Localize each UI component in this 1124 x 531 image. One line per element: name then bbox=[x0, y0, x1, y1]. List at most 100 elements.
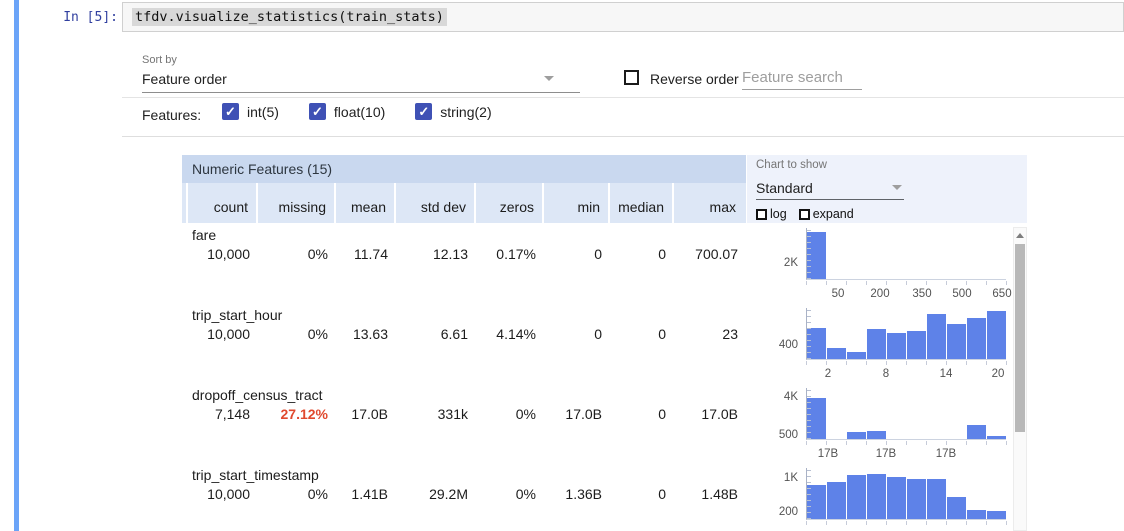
y-axis-labels: 1K 200 bbox=[750, 468, 798, 520]
chevron-down-icon bbox=[892, 185, 902, 190]
histogram-bar bbox=[967, 510, 987, 519]
stat-value: 331k bbox=[437, 406, 468, 422]
scrollbar-thumb[interactable] bbox=[1015, 244, 1025, 432]
feature-type-list: ✓ int(5) ✓ float(10) ✓ string(2) bbox=[222, 103, 492, 120]
stat-value: 27.12% bbox=[280, 406, 328, 422]
histogram-bar bbox=[967, 425, 987, 439]
x-axis-tick-label: 200 bbox=[870, 288, 890, 300]
x-axis-ticks bbox=[806, 521, 1007, 525]
y-axis-labels: 4K 500 bbox=[750, 388, 798, 441]
histogram-bar bbox=[927, 314, 947, 359]
feature-type-checkbox[interactable]: ✓ bbox=[222, 103, 239, 120]
stat-value: 1.41B bbox=[351, 486, 388, 502]
stat-value: 0% bbox=[307, 486, 328, 502]
sort-by-label: Sort by bbox=[142, 54, 177, 66]
histogram-plot bbox=[806, 308, 1006, 360]
histogram: 1K 200 bbox=[750, 463, 1012, 531]
feature-type-checkbox[interactable]: ✓ bbox=[415, 103, 433, 120]
numeric-features-title: Numeric Features (15) bbox=[182, 155, 746, 183]
x-axis-tick-label: 8 bbox=[882, 368, 890, 380]
column-header: count bbox=[186, 183, 256, 223]
log-label: log bbox=[770, 207, 787, 221]
histogram-plot bbox=[806, 388, 1006, 440]
histogram-bar bbox=[807, 485, 827, 519]
feature-type-filter[interactable]: ✓ int(5) bbox=[222, 103, 279, 120]
feature-type-filter[interactable]: ✓ string(2) bbox=[415, 103, 492, 120]
histogram: 4K 500 17B 17B 17B bbox=[750, 383, 1012, 463]
x-axis-tick-label: 14 bbox=[939, 368, 953, 380]
column-header: max bbox=[672, 183, 744, 223]
chart-to-show-label: Chart to show bbox=[756, 159, 827, 171]
stat-value: 10,000 bbox=[207, 326, 250, 342]
features-filter-label: Features: bbox=[142, 107, 202, 123]
feature-values: 10,000 0% 13.63 6.61 4.14% 0 0 23 bbox=[182, 326, 746, 342]
expand-checkbox[interactable] bbox=[798, 208, 810, 220]
chart-type-dropdown[interactable]: Standard bbox=[756, 176, 904, 200]
stat-value: 0 bbox=[594, 246, 602, 262]
scroll-up-arrow-icon[interactable] bbox=[1016, 233, 1024, 238]
feature-values: 7,148 27.12% 17.0B 331k 0% 17.0B 0 17.0B bbox=[182, 406, 746, 422]
x-axis-tick-label: 17B bbox=[875, 448, 897, 460]
y-axis-labels: 2K bbox=[750, 228, 798, 280]
feature-values: 10,000 0% 11.74 12.13 0.17% 0 0 700.07 bbox=[182, 246, 746, 262]
x-axis-tick-label: 50 bbox=[831, 288, 845, 300]
reverse-order-checkbox[interactable] bbox=[624, 70, 639, 85]
stat-value: 13.63 bbox=[352, 326, 388, 342]
stat-value: 1.48B bbox=[701, 486, 738, 502]
histogram-bar bbox=[867, 329, 887, 359]
stat-value: 0 bbox=[594, 326, 602, 342]
histogram-bar bbox=[807, 328, 827, 359]
table-rows: fare 10,000 0% 11.74 12.13 0.17% 0 0 700.07 trip_… bbox=[182, 223, 746, 531]
table-header-row: count missing mean std dev zeros min median max bbox=[182, 183, 746, 223]
chart-type-value: Standard bbox=[756, 179, 813, 196]
stat-value: 0% bbox=[515, 486, 536, 502]
column-header: median bbox=[608, 183, 672, 223]
stat-value: 1.36B bbox=[565, 486, 602, 502]
stat-value: 4.14% bbox=[496, 326, 536, 342]
x-axis-tick-label: 650 bbox=[992, 288, 1012, 300]
histogram-bar bbox=[847, 475, 867, 519]
stat-value: 0 bbox=[658, 326, 666, 342]
x-axis-ticks bbox=[806, 281, 1007, 285]
histogram-bar bbox=[947, 497, 967, 519]
histogram-bar bbox=[987, 436, 1006, 439]
column-header: std dev bbox=[394, 183, 474, 223]
active-cell-indicator bbox=[14, 0, 19, 531]
x-axis-tick-label: 500 bbox=[952, 288, 972, 300]
histogram-plot bbox=[806, 228, 1006, 280]
histogram-bar bbox=[927, 479, 947, 519]
feature-type-label: float(10) bbox=[333, 103, 386, 120]
sort-by-value: Feature order bbox=[142, 70, 227, 87]
reverse-order-label: Reverse order bbox=[650, 71, 739, 87]
feature-type-checkbox[interactable]: ✓ bbox=[308, 103, 326, 120]
charts-scrollbar[interactable] bbox=[1013, 227, 1027, 531]
expand-toggle[interactable]: expand bbox=[798, 207, 854, 221]
x-axis-tick-label: 2 bbox=[824, 368, 832, 380]
column-header: min bbox=[542, 183, 608, 223]
x-axis-tick-label: 20 bbox=[991, 368, 1005, 380]
histogram-bar bbox=[967, 318, 987, 359]
stat-value: 0.17% bbox=[496, 246, 536, 262]
log-checkbox[interactable] bbox=[756, 208, 767, 220]
table-row: fare 10,000 0% 11.74 12.13 0.17% 0 0 700.07 bbox=[182, 223, 746, 303]
stat-value: 29.2M bbox=[429, 486, 468, 502]
feature-name: dropoff_census_tract bbox=[192, 387, 323, 403]
code-input-area[interactable]: tfdv.visualize_statistics(train_stats) bbox=[122, 2, 1124, 32]
chart-controls-panel: Chart to show Standard log expand bbox=[747, 155, 1027, 223]
histogram-bar bbox=[867, 431, 887, 439]
sort-by-dropdown[interactable]: Feature order bbox=[142, 68, 580, 93]
y-axis-tick-label: 4K bbox=[783, 390, 798, 403]
feature-type-label: int(5) bbox=[247, 103, 279, 120]
feature-type-filter[interactable]: ✓ float(10) bbox=[308, 103, 386, 120]
table-row: trip_start_hour 10,000 0% 13.63 6.61 4.14% 0 0 2… bbox=[182, 303, 746, 383]
x-axis-tick-label: 17B bbox=[935, 448, 957, 460]
histogram-bar bbox=[827, 348, 847, 359]
log-toggle[interactable]: log bbox=[756, 207, 787, 221]
histogram-column: 2K 50 200 350 500 650 400 2 8 14 20 4K 500 17B 17B 17B 1… bbox=[750, 223, 1012, 531]
y-axis-tick-label: 1K bbox=[783, 472, 798, 485]
divider bbox=[122, 97, 1124, 98]
column-header: mean bbox=[334, 183, 394, 223]
feature-search-input[interactable] bbox=[742, 66, 862, 90]
histogram-bar bbox=[867, 474, 887, 519]
